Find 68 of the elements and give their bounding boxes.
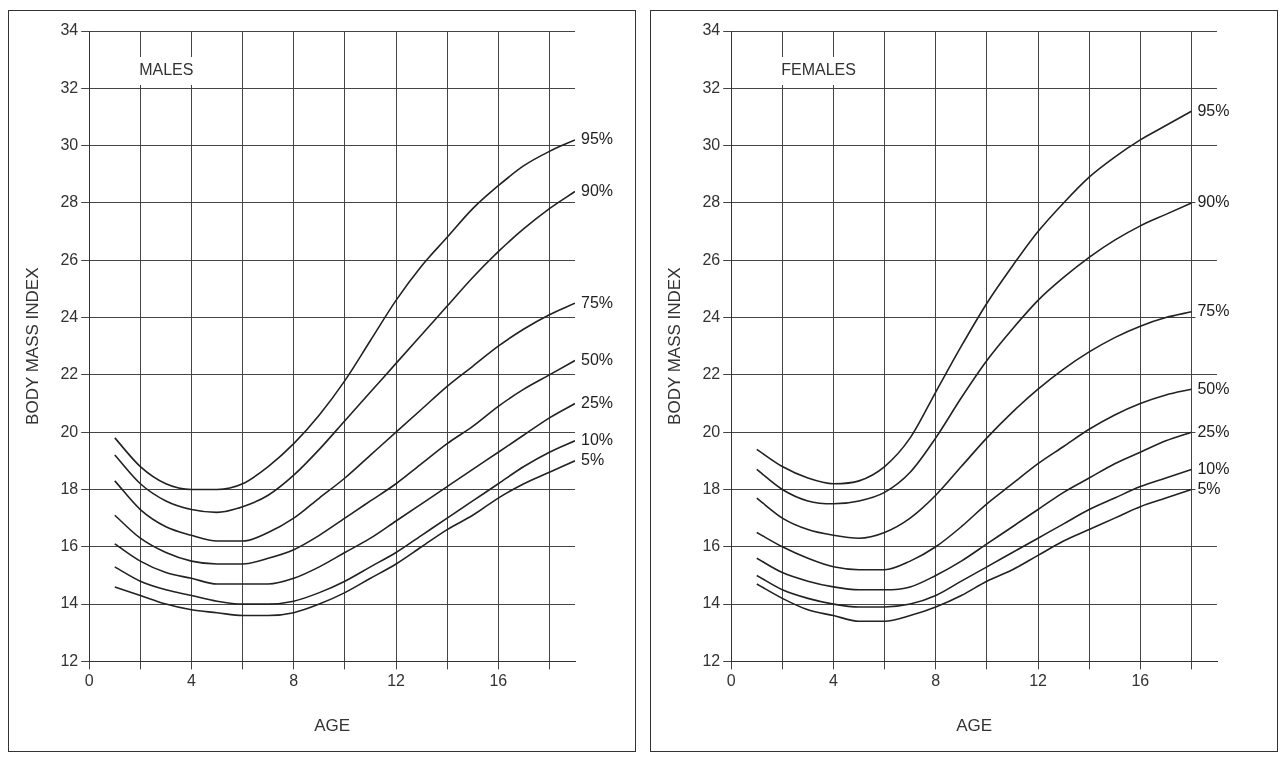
series-label: 25% — [581, 393, 614, 411]
y-tick-label: 20 — [702, 422, 721, 440]
series-label: 90% — [1197, 193, 1230, 211]
text: FEMALES — [781, 61, 856, 79]
y-tick-label: 30 — [702, 136, 721, 154]
series-label: 10% — [1197, 459, 1230, 477]
x-axis-title: AGE — [314, 716, 351, 736]
line-series — [755, 202, 1193, 505]
line-series — [113, 460, 575, 617]
y-tick-label: 14 — [60, 594, 79, 612]
line-series — [755, 388, 1193, 571]
series-label: 95% — [581, 130, 614, 148]
text: MALES — [139, 61, 194, 79]
y-tick-label: 24 — [702, 307, 721, 325]
y-tick-label: 34 — [702, 21, 721, 39]
y-tick-label: 12 — [702, 651, 721, 669]
y-tick-label: 22 — [60, 365, 79, 383]
line-series — [755, 110, 1193, 485]
line-series — [113, 402, 575, 585]
y-tick-label: 26 — [60, 250, 79, 268]
x-tick-label: 12 — [1029, 672, 1048, 690]
x-tick-label: 4 — [829, 672, 839, 690]
series-label: 5% — [581, 451, 605, 469]
x-tick-label: 8 — [931, 672, 941, 690]
x-tick-label: 8 — [289, 672, 299, 690]
series-label: 25% — [1197, 422, 1230, 440]
line-series — [755, 431, 1193, 591]
x-tick-label: 4 — [187, 672, 197, 690]
y-tick-label: 12 — [60, 651, 79, 669]
y-tick-label: 28 — [60, 193, 79, 211]
y-axis-title: BODY MASS INDEX — [22, 267, 42, 425]
line-series — [113, 359, 575, 565]
x-tick-label: 12 — [387, 672, 406, 690]
y-tick-label: 22 — [702, 365, 721, 383]
line-series — [755, 311, 1193, 539]
y-tick-label: 16 — [702, 537, 721, 555]
y-axis-title: BODY MASS INDEX — [664, 267, 684, 425]
line-series — [113, 439, 575, 605]
line-series — [113, 190, 575, 514]
y-tick-label: 18 — [702, 479, 721, 497]
series-label: 50% — [581, 350, 614, 368]
y-tick-label: 28 — [702, 193, 721, 211]
series-label: 75% — [581, 293, 614, 311]
x-tick-label: 0 — [84, 672, 94, 690]
series-label: 50% — [1197, 379, 1230, 397]
y-tick-label: 32 — [702, 78, 721, 96]
x-tick-label: 16 — [489, 672, 508, 690]
x-tick-label: 16 — [1131, 672, 1150, 690]
series-label: 90% — [581, 181, 614, 199]
y-tick-label: 32 — [60, 78, 79, 96]
y-tick-label: 20 — [60, 422, 79, 440]
series-label: 10% — [581, 431, 614, 449]
y-tick-label: 18 — [60, 479, 79, 497]
series-label: 75% — [1197, 302, 1230, 320]
y-tick-label: 34 — [60, 21, 79, 39]
line-series — [755, 468, 1193, 608]
y-tick-label: 30 — [60, 136, 79, 154]
y-tick-label: 24 — [60, 307, 79, 325]
line-series — [755, 488, 1193, 623]
x-axis-title: AGE — [956, 716, 993, 736]
line-series — [113, 302, 575, 542]
series-label: 5% — [1197, 479, 1221, 497]
y-tick-label: 26 — [702, 250, 721, 268]
line-series — [113, 139, 575, 491]
series-label: 95% — [1197, 101, 1230, 119]
x-tick-label: 0 — [726, 672, 736, 690]
y-tick-label: 16 — [60, 537, 79, 555]
y-tick-label: 14 — [702, 594, 721, 612]
